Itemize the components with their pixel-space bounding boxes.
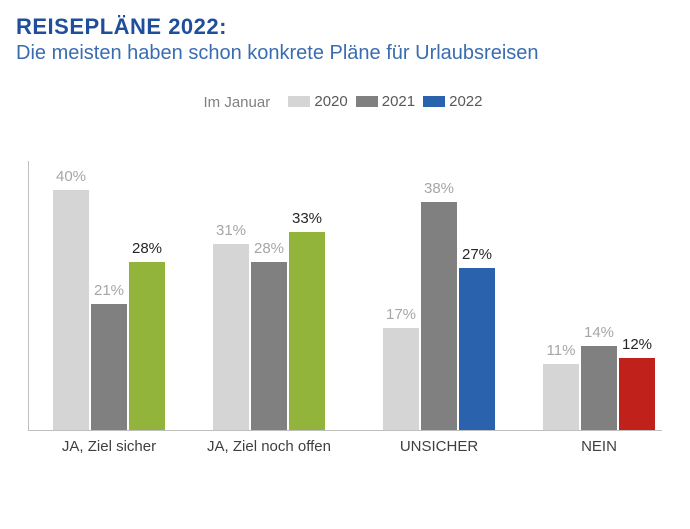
bar-group: 40%21%28%JA, Ziel sicher (53, 190, 165, 430)
legend-item: 2021 (356, 93, 415, 110)
chart-subtitle: Die meisten haben schon konkrete Pläne f… (16, 42, 674, 65)
bar-value-label: 14% (584, 324, 614, 341)
chart-header: REISEPLÄNE 2022: Die meisten haben schon… (0, 0, 690, 65)
category-label: UNSICHER (400, 438, 478, 455)
bar-value-label: 17% (386, 306, 416, 323)
legend-label: 2022 (449, 93, 482, 110)
legend-item: 2020 (288, 93, 347, 110)
bar-value-label: 31% (216, 222, 246, 239)
category-label: NEIN (581, 438, 617, 455)
bar: 12% (619, 358, 655, 430)
bar-value-label: 28% (132, 240, 162, 257)
bar-value-label: 11% (547, 342, 576, 359)
bar-value-label: 12% (622, 336, 652, 353)
bar: 38% (421, 202, 457, 430)
bar-group: 11%14%12%NEIN (543, 346, 655, 430)
bar: 33% (289, 232, 325, 430)
category-label: JA, Ziel sicher (62, 438, 156, 455)
bar-value-label: 33% (292, 210, 322, 227)
bar: 21% (91, 304, 127, 430)
plot-area: 40%21%28%JA, Ziel sicher 31%28%33%JA, Zie… (28, 161, 662, 431)
legend-label: 2021 (382, 93, 415, 110)
legend-swatch (356, 96, 378, 107)
bar-value-label: 28% (254, 240, 284, 257)
bar: 11% (543, 364, 579, 430)
bar-group: 31%28%33%JA, Ziel noch offen (213, 232, 325, 430)
bar: 28% (251, 262, 287, 430)
bar-value-label: 27% (462, 246, 492, 263)
bar-value-label: 21% (94, 282, 124, 299)
category-label: JA, Ziel noch offen (207, 438, 331, 455)
bar: 40% (53, 190, 89, 430)
chart-legend: Im Januar 2020 2021 2022 (0, 93, 690, 111)
bar-value-label: 40% (56, 168, 86, 185)
bar: 28% (129, 262, 165, 430)
chart-title: REISEPLÄNE 2022: (16, 14, 674, 40)
legend-prefix: Im Januar (204, 94, 271, 111)
bar: 31% (213, 244, 249, 430)
legend-swatch (423, 96, 445, 107)
legend-item: 2022 (423, 93, 482, 110)
bar-group: 17%38%27%UNSICHER (383, 202, 495, 430)
legend-swatch (288, 96, 310, 107)
bar: 14% (581, 346, 617, 430)
legend-label: 2020 (314, 93, 347, 110)
bar-chart: 40%21%28%JA, Ziel sicher31%28%33%JA, Zie… (28, 161, 662, 471)
bar: 17% (383, 328, 419, 430)
bar-value-label: 38% (424, 180, 454, 197)
bar: 27% (459, 268, 495, 430)
